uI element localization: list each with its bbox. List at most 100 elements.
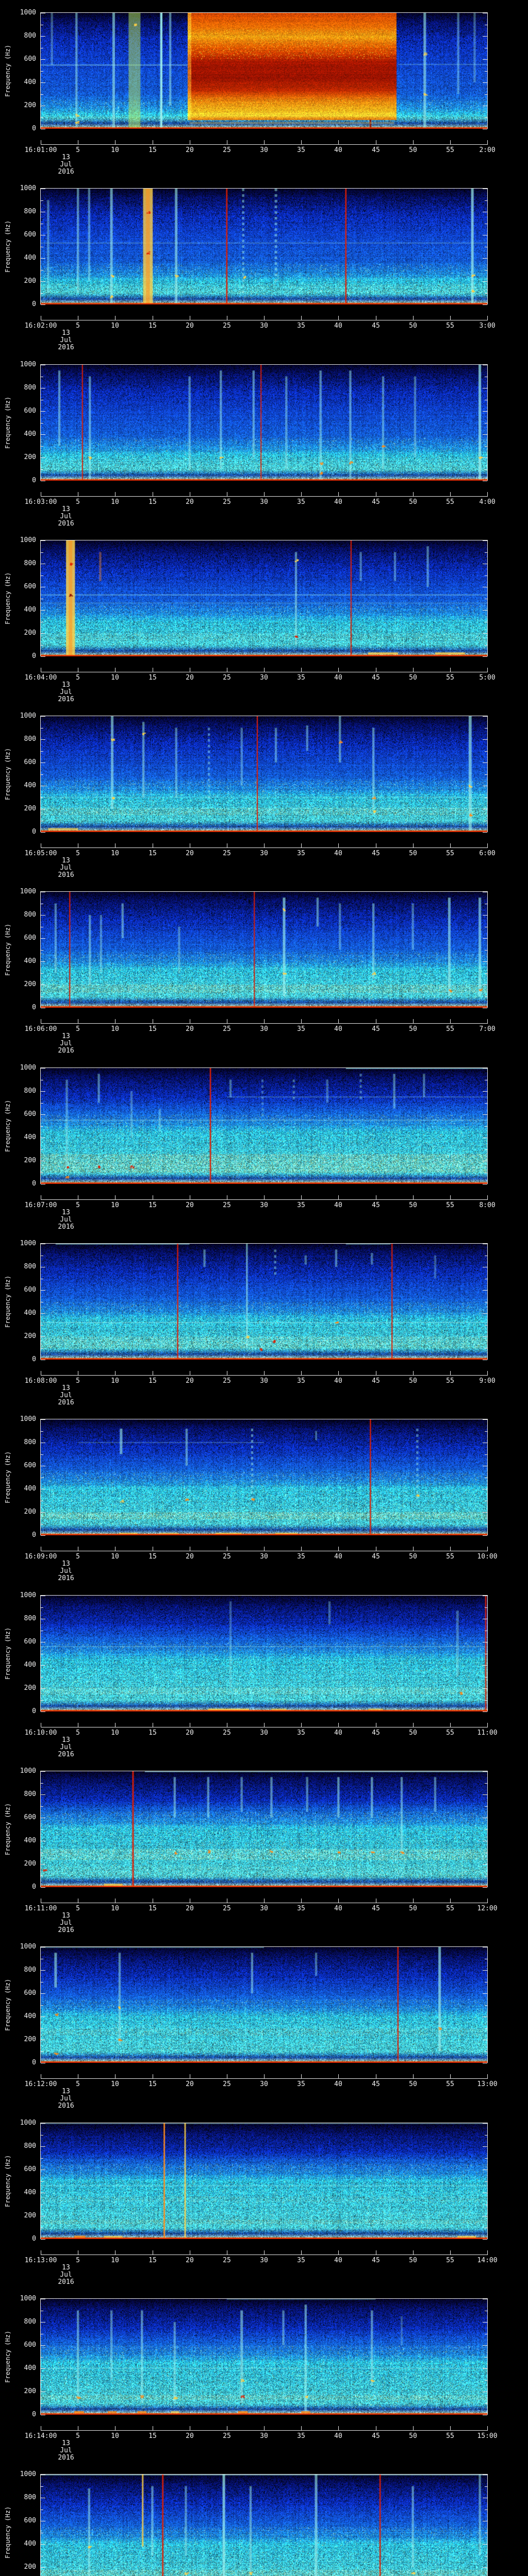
panel-start-time: 16:14:00 xyxy=(24,2432,57,2440)
x-tick-label: 40 xyxy=(334,498,342,506)
y-tick xyxy=(41,915,45,916)
freq-axis-title: Frequency (Hz) xyxy=(4,1451,11,1504)
y-axis-line xyxy=(40,892,41,1008)
x-tick xyxy=(264,2426,265,2430)
x-tick xyxy=(338,492,339,496)
y-tick-right xyxy=(483,411,487,412)
x-tick xyxy=(115,316,116,320)
y-tick-label: 800 xyxy=(24,2142,36,2150)
x-tick xyxy=(450,140,451,144)
y-tick-label: 400 xyxy=(24,1485,36,1493)
y-tick-right xyxy=(485,1431,487,1432)
date-line-2: 2016 xyxy=(58,1574,74,1582)
panel-start-time: 16:08:00 xyxy=(24,1377,57,1385)
x-tick xyxy=(450,668,451,672)
x-tick xyxy=(301,140,302,144)
x-tick xyxy=(264,492,265,496)
y-tick-label: 600 xyxy=(24,407,36,415)
x-tick xyxy=(450,1723,451,1727)
y-tick-right xyxy=(483,2567,487,2568)
y-tick-label: 200 xyxy=(24,2387,36,2395)
y-tick-right xyxy=(483,1711,487,1712)
y-tick-label: 400 xyxy=(24,782,36,789)
y-tick-right xyxy=(485,469,487,470)
x-tick xyxy=(264,2074,265,2078)
y-tick xyxy=(41,2135,43,2136)
spectrogram-canvas xyxy=(41,1068,487,1184)
y-tick xyxy=(41,2567,45,2568)
y-tick-right xyxy=(485,2028,487,2029)
panel-end-time: 14:00 xyxy=(477,2257,498,2264)
y-tick-right xyxy=(483,716,487,717)
y-tick-right xyxy=(485,1806,487,1807)
x-tick-label: 30 xyxy=(260,1553,268,1561)
y-tick xyxy=(41,1700,43,1701)
y-tick-label: 1000 xyxy=(20,184,36,192)
y-axis-right-line xyxy=(487,540,488,656)
x-tick-label: 45 xyxy=(372,1905,380,1912)
x-tick-label: 15 xyxy=(148,1377,157,1385)
y-tick-label: 400 xyxy=(24,2012,36,2020)
x-tick-label: 35 xyxy=(297,1905,305,1912)
x-tick-label: 25 xyxy=(223,1553,231,1561)
y-tick-right xyxy=(485,996,487,997)
y-tick xyxy=(41,469,43,470)
x-tick xyxy=(264,2250,265,2255)
x-axis-line xyxy=(41,1199,488,1200)
y-tick xyxy=(41,1336,45,1337)
date-line-1: Jul xyxy=(60,1743,72,1751)
x-tick-label: 30 xyxy=(260,674,268,682)
y-tick-right xyxy=(485,645,487,646)
x-tick-label: 20 xyxy=(186,1025,194,1033)
y-tick-right xyxy=(485,446,487,447)
date-line-2: 2016 xyxy=(58,871,74,879)
y-tick-right xyxy=(485,1829,487,1830)
y-axis-right-line xyxy=(487,716,488,832)
x-tick xyxy=(413,1195,414,1199)
plot-top-line xyxy=(40,1243,488,1244)
y-tick-right xyxy=(485,575,487,576)
y-tick-right xyxy=(483,82,487,83)
x-tick-label: 40 xyxy=(334,1553,342,1561)
panel-end-time: 13:00 xyxy=(477,2080,498,2088)
panel-start-time: 16:03:00 xyxy=(24,498,57,506)
x-tick xyxy=(338,1371,339,1375)
y-tick xyxy=(41,281,45,282)
x-tick xyxy=(413,1371,414,1375)
y-tick-right xyxy=(485,94,487,95)
y-tick xyxy=(41,2239,45,2240)
y-tick-label: 1000 xyxy=(20,2470,36,2478)
date-line-0: 13 xyxy=(62,505,70,513)
y-tick-label: 600 xyxy=(24,55,36,63)
x-tick xyxy=(450,1195,451,1199)
y-tick-right xyxy=(483,739,487,740)
x-tick-label: 15 xyxy=(148,498,157,506)
y-tick-label: 600 xyxy=(24,231,36,239)
date-line-0: 13 xyxy=(62,681,70,689)
y-tick-label: 800 xyxy=(24,911,36,919)
y-axis-right-line xyxy=(487,1771,488,1887)
y-tick xyxy=(41,1454,43,1455)
x-tick xyxy=(115,2426,116,2430)
y-tick xyxy=(41,2403,43,2404)
y-axis-right-line xyxy=(487,1419,488,1535)
y-tick-right xyxy=(483,762,487,763)
y-axis-line xyxy=(40,1771,41,1887)
x-tick-label: 50 xyxy=(409,1025,417,1033)
y-tick xyxy=(41,762,45,763)
x-tick-label: 55 xyxy=(446,322,454,330)
x-tick-label: 35 xyxy=(297,322,305,330)
date-line-1: Jul xyxy=(60,1567,72,1575)
y-tick xyxy=(41,2322,45,2323)
x-tick-label: 35 xyxy=(297,2080,305,2088)
y-tick-right xyxy=(483,1068,487,1069)
x-tick xyxy=(487,668,488,672)
x-tick xyxy=(338,1723,339,1727)
freq-axis-title: Frequency (Hz) xyxy=(4,1803,11,1856)
x-tick-label: 10 xyxy=(111,2432,119,2440)
spectrogram-canvas xyxy=(41,365,487,481)
freq-axis-title: Frequency (Hz) xyxy=(4,572,11,625)
y-tick xyxy=(41,434,45,435)
y-tick xyxy=(41,1535,45,1536)
x-tick xyxy=(264,1371,265,1375)
